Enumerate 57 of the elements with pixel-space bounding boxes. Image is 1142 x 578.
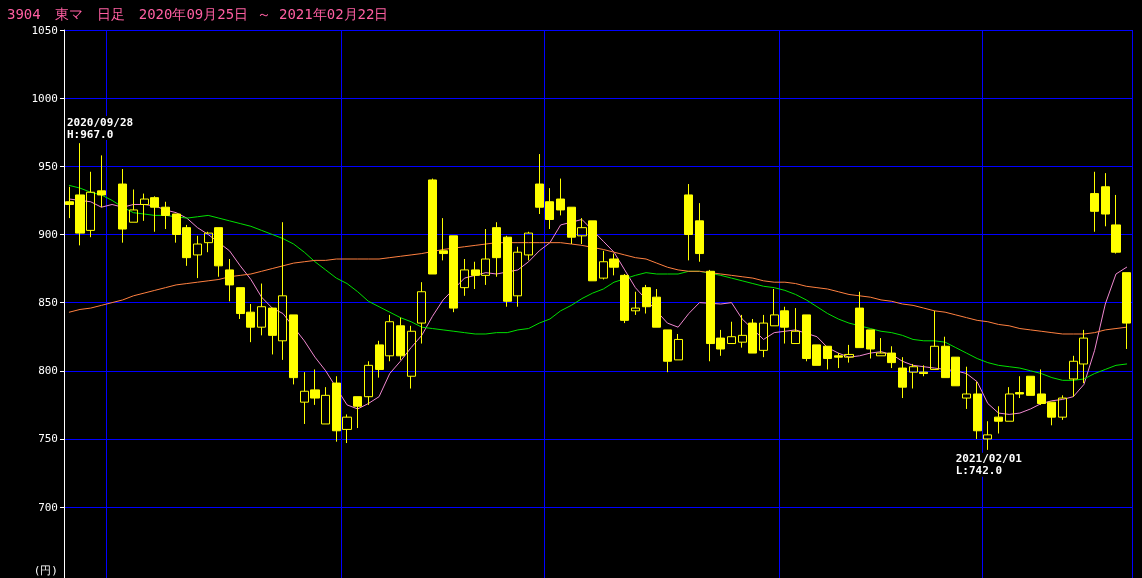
candlestick: [524, 231, 533, 261]
y-axis-title: (円): [33, 564, 58, 577]
candlestick: [396, 317, 405, 361]
candlestick: [1111, 194, 1121, 255]
y-tick-label: 950: [38, 159, 58, 173]
candlestick: [727, 321, 736, 345]
candlestick: [460, 258, 469, 297]
y-tick-label: 850: [38, 296, 58, 310]
candlestick: [866, 329, 875, 360]
candlestick: [663, 329, 672, 373]
candlestick: [1058, 394, 1067, 421]
y-tick-label: 750: [38, 432, 58, 446]
candlestick: [823, 345, 832, 370]
candlestick: [353, 396, 362, 429]
y-tick-label: 700: [38, 500, 58, 514]
candlestick: [1090, 171, 1099, 233]
candlestick: [973, 381, 982, 440]
candlestick: [417, 281, 426, 345]
candlestick: [257, 283, 266, 336]
candlestick: [759, 314, 768, 358]
candlestick: [1026, 375, 1035, 396]
candlestick: [674, 333, 683, 361]
candlestick: [695, 202, 704, 263]
candlestick: [930, 310, 939, 370]
candlestick: [684, 183, 693, 261]
y-tick-label: 1050: [31, 23, 58, 37]
candlestick: [898, 356, 907, 399]
candlestick: [492, 221, 501, 278]
candlestick: [97, 154, 106, 208]
candlestick: [994, 405, 1003, 434]
candlestick: [983, 420, 992, 451]
candlestick: [1101, 172, 1110, 227]
candlestick: [129, 188, 138, 223]
candlestick: [556, 178, 565, 216]
candlestick: [855, 291, 864, 349]
y-tick-label: 900: [38, 227, 58, 241]
candlestick: [791, 307, 800, 345]
candlestick: [225, 258, 234, 302]
line-series: [68, 242, 1128, 335]
candlestick: [364, 360, 373, 406]
annotation: 2020/09/28 H:967.0: [67, 115, 134, 141]
line-series: [68, 198, 1128, 415]
candlestick: [161, 201, 170, 230]
y-tick-label: 800: [38, 364, 58, 378]
candlestick: [1122, 272, 1131, 350]
candlestick: [193, 235, 202, 279]
y-tick-label: 1000: [31, 91, 58, 105]
chart-title: 3904 東マ 日足 2020年09月25日 ～ 2021年02月22日: [7, 6, 389, 22]
line-series: [68, 184, 1128, 381]
candlestick: [962, 366, 971, 410]
candlestick: [407, 325, 416, 390]
annotation: 2021/02/01 L:742.0: [955, 452, 1023, 478]
candlestick: [428, 178, 437, 275]
candlestick: [118, 168, 127, 244]
candlestick: [631, 291, 640, 316]
candlestick: [620, 273, 629, 324]
candlestick: [289, 314, 298, 385]
